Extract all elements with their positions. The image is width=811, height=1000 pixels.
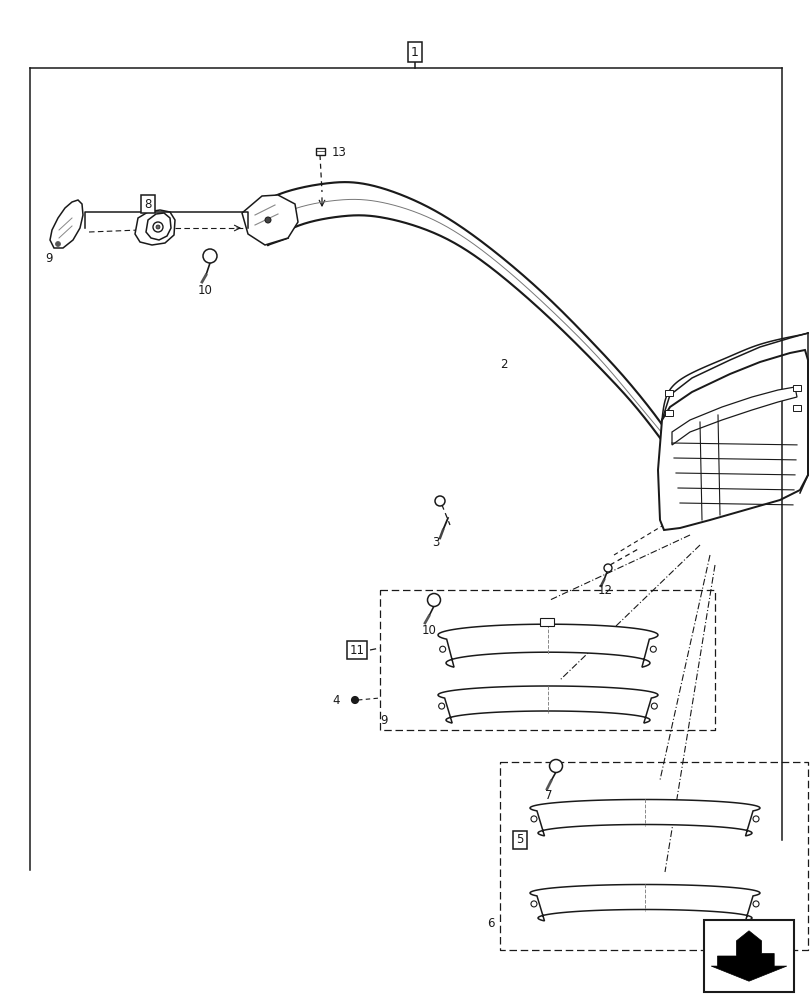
Circle shape [650,646,655,652]
Circle shape [203,249,217,263]
Circle shape [752,816,758,822]
Bar [539,618,553,626]
Bar [792,385,800,391]
Polygon shape [672,387,796,445]
Text: 10: 10 [198,284,212,296]
Text: 9: 9 [380,714,387,726]
Circle shape [530,901,536,907]
Polygon shape [530,800,759,836]
Circle shape [351,696,358,704]
Text: 13: 13 [332,146,346,159]
Text: 2: 2 [500,359,507,371]
Circle shape [650,703,657,709]
Text: 12: 12 [597,584,612,596]
Circle shape [264,217,271,223]
Circle shape [752,901,758,907]
Text: 9: 9 [45,251,53,264]
Text: 7: 7 [544,789,551,802]
Circle shape [530,816,536,822]
Bar [792,405,800,411]
Circle shape [549,760,562,772]
Text: 10: 10 [422,624,436,637]
Circle shape [55,241,61,246]
Circle shape [603,564,611,572]
Circle shape [435,496,444,506]
Circle shape [439,646,445,652]
Polygon shape [530,885,759,921]
Polygon shape [657,350,807,530]
Circle shape [427,593,440,606]
Text: 6: 6 [487,917,495,930]
Polygon shape [135,210,175,245]
Text: 1: 1 [410,46,418,59]
Polygon shape [437,686,657,723]
Text: 3: 3 [431,536,439,548]
Text: 8: 8 [144,198,152,211]
Text: 4: 4 [332,694,340,706]
Circle shape [438,703,444,709]
Polygon shape [242,195,298,245]
Polygon shape [146,213,171,240]
Circle shape [152,222,163,232]
Text: 5: 5 [516,833,523,846]
Polygon shape [710,931,786,981]
Bar [664,410,672,416]
Polygon shape [50,200,83,248]
Text: 11: 11 [349,644,364,656]
Polygon shape [437,624,657,667]
Bar [664,390,672,396]
Circle shape [156,225,160,229]
Bar [703,920,793,992]
Bar [315,148,324,155]
